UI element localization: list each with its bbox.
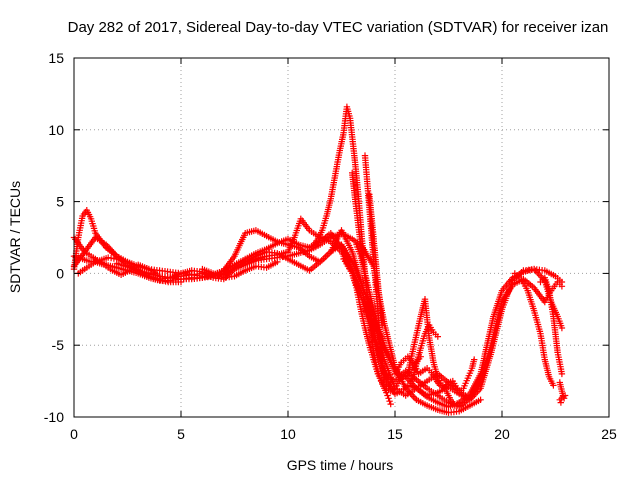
series-track-n — [408, 321, 441, 385]
series-track-q — [537, 274, 566, 378]
y-axis-label: SDTVAR / TECUs — [7, 181, 23, 293]
y-tick-label: 0 — [56, 265, 64, 281]
series-track-t — [113, 260, 185, 286]
y-tick-label: -5 — [52, 337, 65, 353]
y-tick-label: 10 — [48, 122, 64, 138]
data-point-markers — [556, 379, 569, 406]
data-point-markers — [456, 356, 478, 396]
data-point-markers — [537, 274, 566, 378]
data-point-markers — [199, 258, 281, 281]
series-track-g — [340, 255, 407, 395]
series-track-r — [556, 379, 569, 406]
grid-layer — [74, 58, 609, 417]
tick-label-layer: 0 5 10 15 20 25 -10 -5 0 5 10 15 — [44, 50, 617, 442]
data-point-markers — [340, 255, 407, 395]
chart-title: Day 282 of 2017, Sidereal Day-to-day VTE… — [68, 19, 609, 36]
x-tick-label: 5 — [177, 426, 185, 442]
data-point-markers — [113, 260, 185, 286]
x-tick-label: 10 — [280, 426, 296, 442]
data-point-markers — [511, 270, 557, 389]
y-tick-label: 15 — [48, 50, 64, 66]
x-tick-label: 20 — [494, 426, 510, 442]
tick-layer — [73, 57, 610, 418]
series-track-s — [199, 258, 281, 281]
y-tick-label: -10 — [44, 409, 64, 425]
series-track-o — [456, 356, 478, 396]
x-tick-label: 0 — [70, 426, 78, 442]
series-track-d — [70, 227, 566, 403]
marker-layer — [70, 103, 569, 416]
series-track-k — [366, 191, 386, 329]
data-point-markers — [70, 227, 566, 403]
x-tick-label: 15 — [387, 426, 403, 442]
plot-frame — [73, 57, 610, 418]
data-point-markers — [408, 321, 441, 385]
y-tick-label: 5 — [56, 194, 64, 210]
x-tick-label: 25 — [601, 426, 617, 442]
x-axis-label: GPS time / hours — [287, 457, 394, 473]
series-track-p — [511, 270, 557, 389]
data-point-markers — [366, 191, 386, 329]
